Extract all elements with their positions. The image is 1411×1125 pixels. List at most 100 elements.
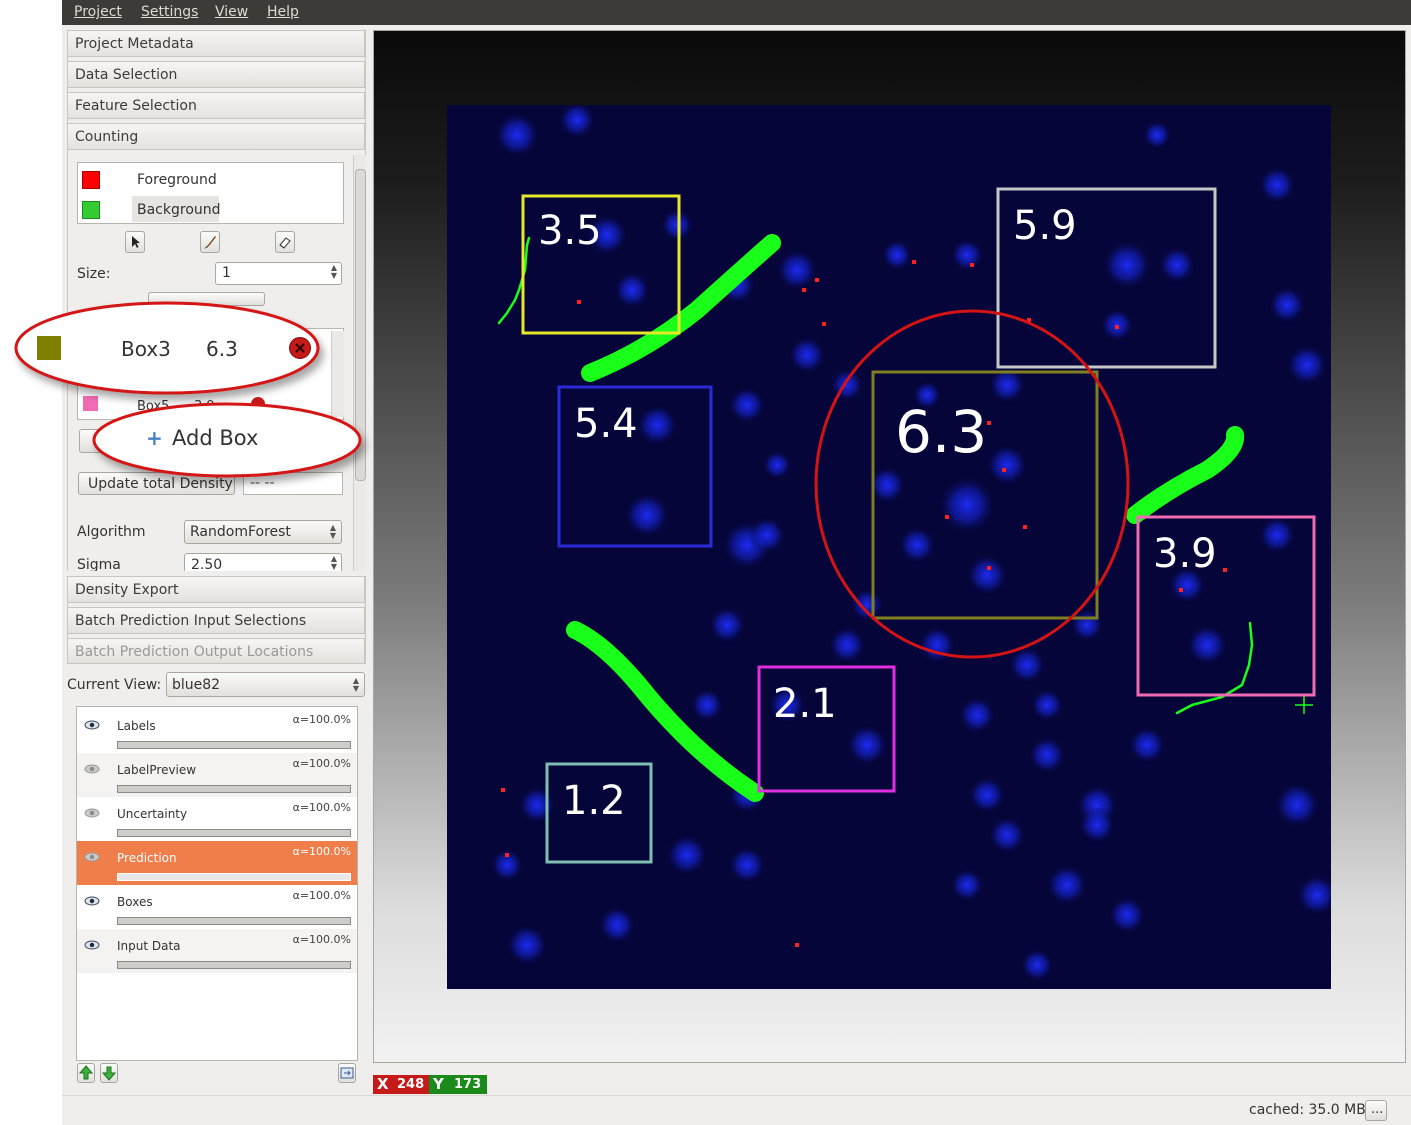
size-spinbox[interactable]: 1 ▲ ▼ [215, 262, 342, 285]
count-box[interactable] [521, 194, 681, 335]
background-label: Background [137, 202, 221, 218]
y-value: 173 [454, 1077, 482, 1092]
box3-color-swatch[interactable] [37, 336, 61, 360]
applet-density-export[interactable]: Density Export [67, 576, 365, 603]
applet-data-selection[interactable]: Data Selection [67, 61, 365, 88]
label-row-foreground[interactable]: Foreground [78, 165, 343, 193]
brush-strokes [497, 234, 1254, 802]
layer-name: Uncertainty [117, 807, 188, 821]
count-box[interactable] [996, 187, 1217, 369]
layer-opacity: α=100.0% [292, 801, 351, 814]
layer-opacity-slider[interactable] [117, 961, 351, 969]
eye-icon[interactable] [84, 808, 100, 818]
layer-opacity: α=100.0% [292, 845, 351, 858]
eye-icon[interactable] [84, 896, 100, 906]
layer-row[interactable]: LabelPreview α=100.0% [77, 753, 357, 797]
dropdown-arrows-icon: ▲ ▼ [352, 676, 359, 693]
algorithm-label: Algorithm [77, 524, 146, 540]
layer-opacity-slider[interactable] [117, 873, 351, 881]
microscopy-image[interactable]: 3.5 5.9 5.4 6.3 3.9 2.1 1.2 [447, 105, 1331, 989]
current-view-select[interactable]: blue82 ▲ ▼ [166, 672, 365, 697]
menu-view[interactable]: View [215, 4, 249, 20]
count-box[interactable] [545, 762, 653, 864]
export-layer-button[interactable] [338, 1063, 356, 1083]
applet-label: Feature Selection [75, 98, 197, 114]
applet-label: Counting [75, 129, 139, 145]
scrollbar-thumb[interactable] [355, 169, 366, 481]
arrow-down-icon [101, 1066, 117, 1081]
export-icon [340, 1067, 354, 1079]
layer-name: Labels [117, 719, 156, 733]
count-box-value: 3.5 [538, 208, 602, 254]
more-label: ... [1371, 1102, 1384, 1117]
eye-icon[interactable] [84, 764, 100, 774]
count-box-value: 1.2 [562, 778, 626, 824]
count-box[interactable] [1136, 515, 1316, 697]
count-box[interactable] [557, 385, 713, 548]
layer-name: Input Data [117, 939, 181, 953]
label-list: Foreground Background [77, 162, 344, 224]
layer-up-button[interactable] [77, 1063, 95, 1083]
layer-opacity-slider[interactable] [117, 829, 351, 837]
background-color-swatch[interactable] [82, 201, 100, 219]
foreground-color-swatch[interactable] [82, 171, 100, 189]
add-box-label: Add Box [172, 426, 259, 450]
layer-name: LabelPreview [117, 763, 197, 777]
applet-batch-output[interactable]: Batch Prediction Output Locations [67, 638, 365, 664]
count-box-value: 3.9 [1153, 531, 1217, 577]
eraser-icon [279, 237, 291, 249]
memory-details-button[interactable]: ... [1365, 1100, 1387, 1121]
box5-color-swatch[interactable] [83, 396, 98, 411]
layer-opacity-slider[interactable] [117, 917, 351, 925]
layer-opacity-slider[interactable] [117, 741, 351, 749]
algorithm-select[interactable]: RandomForest ▲ ▼ [184, 520, 342, 544]
layer-row[interactable]: Boxes α=100.0% [77, 885, 357, 929]
label-row-background[interactable]: Background [78, 195, 343, 223]
arrow-up-icon [78, 1065, 94, 1080]
menu-settings[interactable]: Settings [141, 4, 199, 20]
layer-row[interactable]: Prediction α=100.0% [77, 841, 357, 885]
spin-arrows-icon: ▲ ▼ [330, 263, 337, 280]
layer-down-button[interactable] [100, 1063, 118, 1083]
count-box[interactable] [871, 370, 1099, 620]
eye-icon[interactable] [84, 940, 100, 950]
applet-counting[interactable]: Counting [67, 123, 365, 150]
applet-feature-selection[interactable]: Feature Selection [67, 92, 365, 119]
current-view-label: Current View: [67, 677, 162, 693]
add-box-callout-ellipse [92, 402, 362, 478]
size-value: 1 [222, 265, 231, 281]
box-row-box3[interactable]: Box3 6.3 [30, 324, 320, 372]
layer-opacity: α=100.0% [292, 713, 351, 726]
update-density-button[interactable]: Update total Density [78, 472, 235, 495]
crosshair-icon [1295, 696, 1313, 714]
eye-icon[interactable] [84, 720, 100, 730]
pointer-icon [132, 236, 140, 248]
add-box-button[interactable]: + Add Box [140, 424, 300, 454]
layer-row[interactable]: Input Data α=100.0% [77, 929, 357, 973]
layer-name: Prediction [117, 851, 177, 865]
applet-batch-input[interactable]: Batch Prediction Input Selections [67, 607, 365, 634]
x-coord-badge: X 248 [373, 1075, 429, 1094]
menu-project[interactable]: Project [74, 4, 122, 20]
brush-tool-button[interactable] [200, 231, 220, 253]
delete-box3-icon[interactable] [289, 337, 311, 359]
callout-overlay [14, 301, 362, 478]
layer-opacity-slider[interactable] [117, 785, 351, 793]
applet-label: Density Export [75, 582, 179, 598]
applet-project-metadata[interactable]: Project Metadata [67, 30, 365, 57]
sigma-spinbox[interactable]: 2.50 ▲ ▼ [184, 553, 342, 573]
counting-panel-scrollbar[interactable] [353, 155, 366, 571]
annotation-dots [501, 260, 1227, 947]
eye-icon[interactable] [84, 852, 100, 862]
menu-help[interactable]: Help [267, 4, 299, 20]
layer-row[interactable]: Labels α=100.0% [77, 709, 357, 753]
count-box[interactable] [757, 665, 896, 793]
size-label: Size: [77, 266, 111, 282]
applet-label: Batch Prediction Input Selections [75, 613, 307, 629]
navigation-tool-button[interactable] [125, 231, 145, 253]
y-coord-badge: Y 173 [429, 1075, 487, 1094]
layer-row[interactable]: Uncertainty α=100.0% [77, 797, 357, 841]
box-list-scrollbar[interactable] [331, 331, 344, 417]
eraser-tool-button[interactable] [275, 231, 295, 253]
cell-blobs [491, 105, 1331, 989]
